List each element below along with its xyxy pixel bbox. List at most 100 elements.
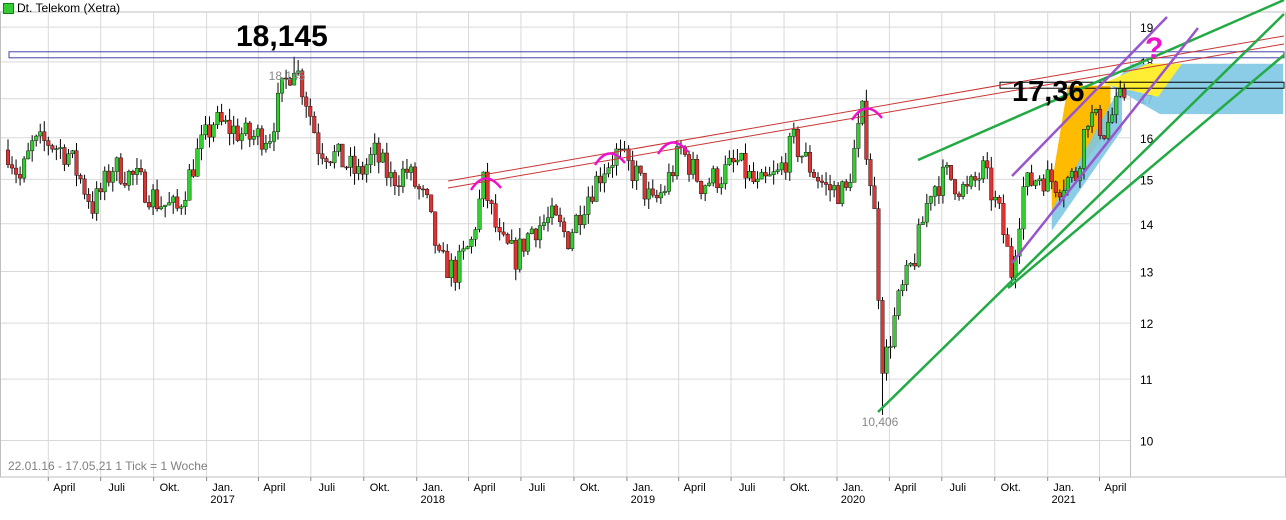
candle-body <box>501 231 506 235</box>
candle-body <box>602 173 607 184</box>
candle <box>574 213 579 234</box>
x-tick-label: Okt. <box>580 482 600 494</box>
candle-body <box>271 131 276 142</box>
candle-body <box>751 170 756 183</box>
candle <box>799 155 804 164</box>
candle <box>920 216 925 225</box>
support-line-upper <box>917 0 1285 162</box>
candle <box>34 134 39 147</box>
candle <box>1021 176 1026 240</box>
legend-swatch <box>3 2 14 14</box>
candle <box>820 174 825 188</box>
candle <box>433 211 438 254</box>
candle-body <box>860 100 865 124</box>
candle-body <box>1081 129 1086 169</box>
candle-body <box>731 157 736 163</box>
candle-body <box>408 166 413 173</box>
x-tick-label: Jan. <box>1053 482 1074 494</box>
candle-body <box>1098 109 1103 136</box>
candle-body <box>973 176 978 181</box>
x-tick-label: Juli <box>739 482 756 494</box>
candle-body <box>235 125 240 141</box>
candle-body <box>836 185 841 204</box>
candle-body <box>239 133 244 141</box>
candle <box>848 173 853 192</box>
candle <box>840 180 845 207</box>
candle <box>408 163 413 181</box>
candle-body <box>578 214 583 225</box>
candle-body <box>993 197 998 201</box>
candle <box>638 165 643 176</box>
candle-body <box>259 128 264 150</box>
candle-body <box>574 214 579 233</box>
candle <box>421 185 426 198</box>
candle <box>759 168 764 180</box>
candle-body <box>497 227 502 233</box>
candle <box>811 168 816 179</box>
blue-wedge <box>1051 83 1122 231</box>
candle-body <box>928 196 933 204</box>
candle <box>558 207 563 227</box>
x-tick-label: Juli <box>950 482 967 494</box>
x-tick-label: April <box>53 482 75 494</box>
candle-body <box>674 146 679 177</box>
candle <box>997 195 1002 209</box>
candle <box>715 166 720 193</box>
candle-body <box>151 189 156 208</box>
candle-body <box>590 196 595 202</box>
peak-arc <box>850 107 883 121</box>
candle-body <box>102 170 107 193</box>
candle <box>86 188 91 209</box>
candle-body <box>485 171 490 201</box>
candle-body <box>130 171 135 175</box>
candle-body <box>880 300 885 374</box>
x-tick-label: Jan. <box>632 482 653 494</box>
legend-label: Dt. Telekom (Xetra) <box>17 1 121 15</box>
candle-body <box>904 264 909 285</box>
candle-body <box>42 131 47 141</box>
candle <box>779 156 784 176</box>
candle <box>1045 160 1050 192</box>
candle-body <box>493 203 498 228</box>
candle <box>1094 108 1099 116</box>
candle <box>58 139 63 160</box>
candle <box>74 142 79 187</box>
candle <box>215 105 220 129</box>
candle-body <box>106 170 111 183</box>
candle-body <box>364 164 369 175</box>
x-year-label: 2021 <box>1051 494 1075 506</box>
question-mark: ? <box>1145 32 1163 65</box>
candle-body <box>505 234 510 244</box>
candle-body <box>541 222 546 226</box>
candle-body <box>953 179 958 195</box>
candle <box>1029 164 1034 187</box>
candle-body <box>715 168 720 189</box>
candle-body <box>1045 169 1050 192</box>
candle <box>288 76 293 87</box>
candle <box>66 148 71 167</box>
candle <box>46 136 51 156</box>
candle-body <box>304 96 309 107</box>
candle <box>699 180 704 200</box>
candle <box>425 187 430 199</box>
candle-body <box>219 112 224 122</box>
plot-area <box>0 11 1131 478</box>
candle-body <box>62 147 67 165</box>
candle-body <box>227 119 232 134</box>
candle-body <box>421 188 426 191</box>
candle <box>747 164 752 181</box>
candle-body <box>840 181 845 204</box>
candle-body <box>247 122 252 140</box>
candle-body <box>46 140 51 146</box>
candle <box>18 166 23 186</box>
resistance-line-2 <box>447 43 1285 189</box>
candle <box>199 124 204 161</box>
candle <box>948 165 953 181</box>
x-tick-label: April <box>263 482 285 494</box>
candle-body <box>433 211 438 246</box>
candle-body <box>981 160 986 180</box>
candle-body <box>735 159 740 163</box>
candle <box>1037 175 1042 186</box>
candle <box>336 143 341 157</box>
candle-body <box>864 100 869 160</box>
